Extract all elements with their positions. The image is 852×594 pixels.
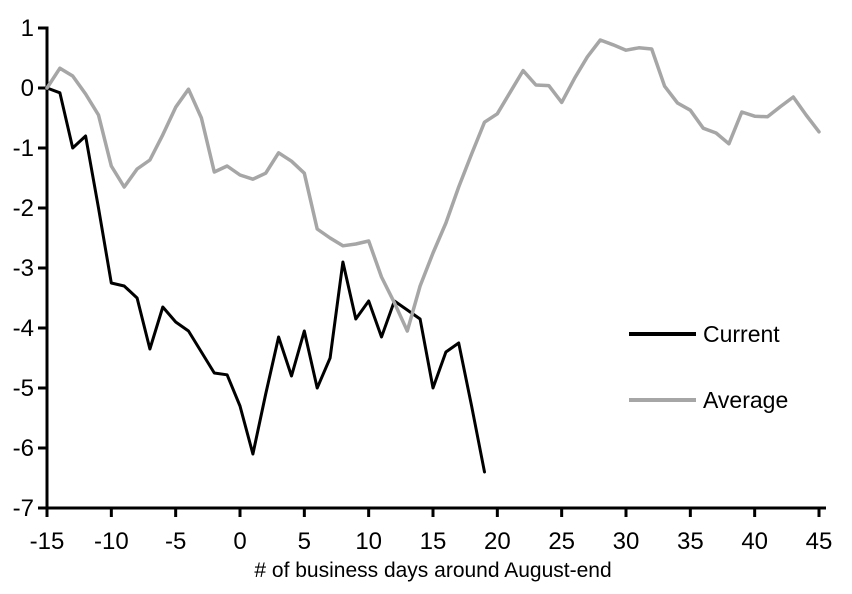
x-tick-label: -10 (94, 528, 129, 555)
x-axis-title: # of business days around August-end (254, 559, 612, 582)
y-tick-label: 1 (21, 15, 34, 42)
y-tick-label: -2 (13, 195, 34, 222)
y-tick-label: -1 (13, 135, 34, 162)
y-tick-label: -7 (13, 495, 34, 522)
x-tick-label: 20 (484, 528, 511, 555)
average-line-swatch (629, 398, 696, 402)
legend-item-current: Current (629, 318, 788, 350)
legend-item-average: Average (629, 384, 788, 416)
x-tick-label: 30 (613, 528, 640, 555)
y-tick-label: -4 (13, 315, 34, 342)
x-tick-label: 10 (355, 528, 382, 555)
y-tick-label: -3 (13, 255, 34, 282)
x-tick-label: 5 (298, 528, 311, 555)
y-tick-label: 0 (21, 75, 34, 102)
current-line (45, 86, 486, 474)
chart-legend: Current Average (629, 318, 788, 416)
y-tick-label: -5 (13, 375, 34, 402)
y-tick-label: -6 (13, 435, 34, 462)
x-tick-label: 15 (420, 528, 447, 555)
average-line (45, 38, 821, 333)
x-tick-label: 45 (806, 528, 833, 555)
current-line-swatch (629, 332, 696, 336)
legend-label-current: Current (703, 321, 780, 347)
x-tick-label: 0 (233, 528, 246, 555)
legend-label-average: Average (703, 387, 789, 413)
x-tick-label: 40 (741, 528, 768, 555)
x-tick-label: 35 (677, 528, 704, 555)
x-tick-label: -5 (165, 528, 186, 555)
x-tick-label: -15 (30, 528, 65, 555)
x-tick-label: 25 (548, 528, 575, 555)
